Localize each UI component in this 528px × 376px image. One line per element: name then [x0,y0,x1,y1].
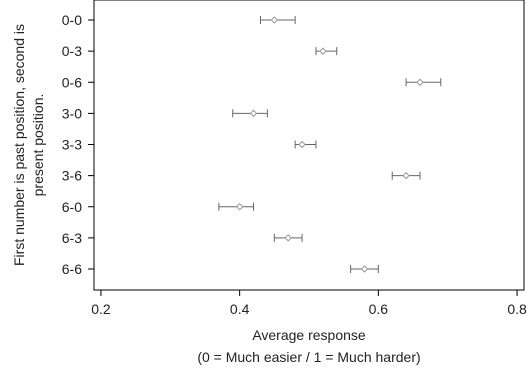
data-point [270,16,279,24]
y-axis-label-line2: present position. [30,94,46,197]
x-tick-label: 0.8 [507,301,527,317]
data-point [319,47,327,55]
x-tick-label: 0.2 [91,301,111,317]
y-tick-label: 6-0 [62,199,82,215]
x-tick-label: 0.4 [230,301,250,317]
x-axis-ticks: 0.2 0.4 0.6 0.8 [91,290,527,317]
y-tick-label: 3-3 [62,137,82,153]
x-tick-label: 0.6 [369,301,389,317]
y-tick-label: 3-0 [62,105,82,121]
data-point [235,203,244,211]
y-tick-label: 6-6 [62,261,82,277]
x-axis-sublabel: (0 = Much easier / 1 = Much harder) [197,349,420,365]
y-tick-label: 0-3 [62,43,82,59]
y-axis-label-line1: First number is past position, second is [11,24,27,266]
x-axis-label: Average response [252,327,366,343]
y-tick-label: 3-6 [62,168,82,184]
data-point [416,78,424,86]
data-point [360,265,369,273]
data-marks [218,16,442,273]
y-tick-label: 6-3 [62,230,82,246]
y-tick-label: 0-0 [62,12,82,28]
data-point [402,171,410,180]
data-point [298,140,306,149]
y-tick-label: 0-6 [62,74,82,90]
data-point [284,234,292,242]
data-point [249,109,258,118]
y-axis-ticks: 0-0 0-3 0-6 3-0 3-3 3-6 6-0 6-3 6-6 [62,12,94,277]
